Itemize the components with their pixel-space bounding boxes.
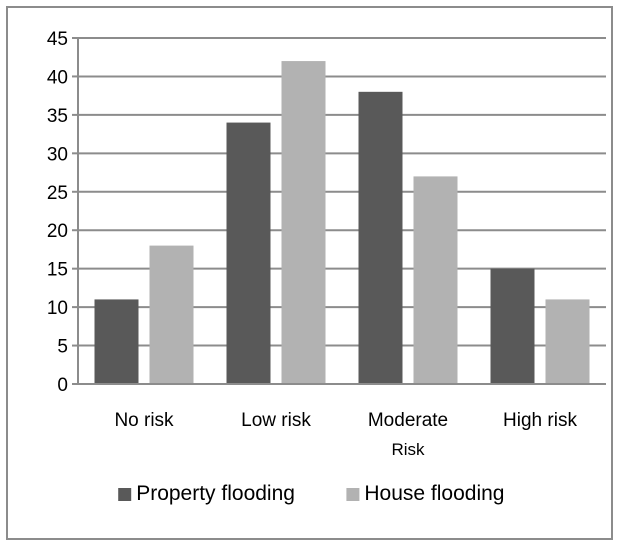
legend: Property flooding House flooding <box>118 482 505 505</box>
y-tick-label: 45 <box>47 29 68 50</box>
axes <box>72 37 606 385</box>
y-tick-label: 15 <box>47 260 68 281</box>
y-tick-label: 25 <box>47 183 68 204</box>
legend-swatch <box>346 488 360 501</box>
bar-house-flooding <box>545 299 590 384</box>
y-tick-label: 30 <box>47 144 68 165</box>
bar-property-flooding <box>94 299 139 384</box>
y-tick-label: 10 <box>47 298 68 319</box>
x-tick-label: No risk <box>114 410 174 431</box>
y-tick-label: 40 <box>47 67 68 88</box>
bar-property-flooding <box>226 122 271 385</box>
bar-house-flooding <box>149 245 194 384</box>
y-tick-label: 35 <box>47 106 68 127</box>
x-tick-label: High risk <box>503 410 577 431</box>
legend-label: Property flooding <box>136 482 295 505</box>
legend-swatch <box>118 488 132 501</box>
x-tick-labels: No risk Low risk Moderate Risk High risk <box>114 410 577 459</box>
bar-chart: 0 5 10 15 20 25 30 35 40 45 No risk Low risk Modera… <box>47 29 606 505</box>
x-tick-label: Low risk <box>241 410 311 431</box>
y-tick-label: 20 <box>47 221 68 242</box>
y-tick-label: 5 <box>57 337 68 358</box>
x-tick-label: Moderate Risk <box>368 410 448 459</box>
y-tick-labels: 0 5 10 15 20 25 30 35 40 45 <box>47 29 68 396</box>
bar-house-flooding <box>281 61 326 385</box>
bar-property-flooding <box>490 268 535 384</box>
bar-house-flooding <box>413 176 458 384</box>
chart-frame: 0 5 10 15 20 25 30 35 40 45 No risk Low risk Modera… <box>6 6 613 540</box>
bar-property-flooding <box>358 91 403 385</box>
bars <box>94 61 590 385</box>
y-tick-label: 0 <box>57 375 68 396</box>
legend-label: House flooding <box>364 482 504 505</box>
